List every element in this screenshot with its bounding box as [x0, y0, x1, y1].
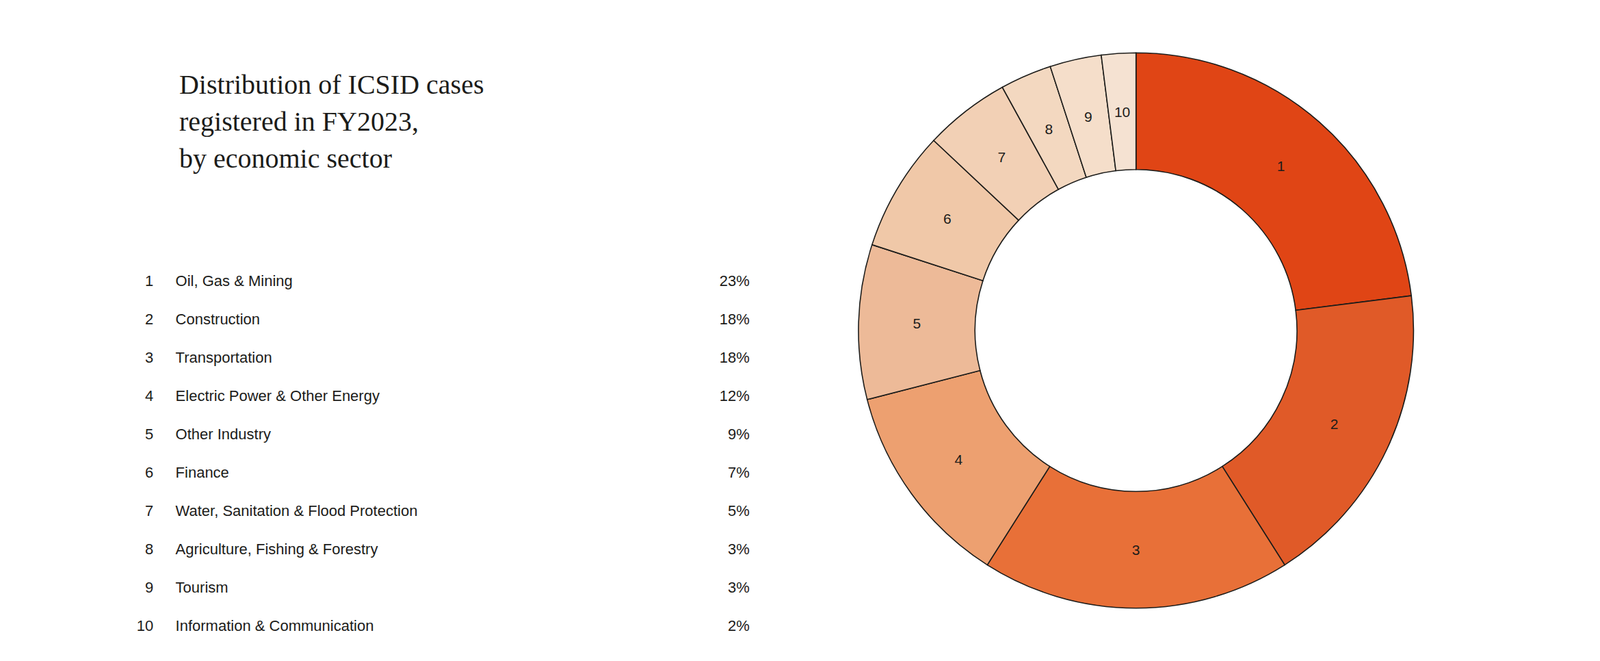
slice-label: 10 [1114, 103, 1131, 120]
legend-number: 10 [136, 617, 154, 635]
legend-value: 18% [719, 348, 750, 366]
legend-label: Water, Sanitation & Flood Protection [175, 502, 418, 520]
legend-number: 8 [145, 540, 154, 558]
legend-row: 6 Finance 7% [145, 463, 750, 481]
legend-label: Tourism [175, 578, 229, 596]
chart: Distribution of ICSID casesregistered in… [0, 0, 1600, 661]
legend-label: Electric Power & Other Energy [175, 387, 380, 405]
legend-number: 6 [145, 463, 154, 481]
slice-label: 8 [1045, 121, 1054, 137]
legend-number: 1 [145, 272, 154, 290]
legend-label: Oil, Gas & Mining [175, 272, 293, 290]
slice-label: 2 [1330, 415, 1339, 432]
legend-row: 2 Construction 18% [145, 310, 750, 328]
legend-row: 8 Agriculture, Fishing & Forestry 3% [145, 540, 750, 558]
legend-number: 4 [145, 387, 154, 405]
slice-labels: 1 2 3 4 5 6 7 8 9 10 [912, 103, 1339, 558]
legend-label: Other Industry [175, 425, 271, 443]
legend-value: 12% [719, 387, 750, 405]
legend-value: 18% [719, 310, 750, 328]
legend-value: 3% [727, 578, 750, 596]
legend-row: 10 Information & Communication 2% [136, 617, 750, 635]
legend-row: 9 Tourism 3% [145, 578, 750, 596]
slice [1101, 52, 1137, 171]
legend-row: 5 Other Industry 9% [145, 425, 750, 443]
legend-label: Finance [175, 463, 230, 481]
slice-label: 7 [997, 149, 1006, 165]
slice-label: 3 [1132, 541, 1141, 558]
donut: 1 2 3 4 5 6 7 8 9 10 [858, 52, 1414, 608]
slice-label: 5 [912, 315, 921, 332]
legend-value: 3% [727, 540, 750, 558]
slice-label: 9 [1084, 108, 1093, 125]
legend-value: 7% [727, 463, 750, 481]
legend-label: Construction [175, 310, 261, 328]
legend-label: Information & Communication [175, 617, 375, 635]
legend-number: 9 [145, 578, 154, 596]
legend-number: 5 [145, 425, 154, 443]
slice-label: 1 [1277, 158, 1286, 174]
legend-label: Transportation [175, 348, 273, 366]
legend-number: 3 [145, 348, 154, 366]
slice-label: 4 [954, 451, 964, 468]
legend-number: 7 [145, 502, 154, 520]
title: Distribution of ICSID casesregistered in… [179, 69, 485, 174]
slices [858, 52, 1414, 608]
legend-value: 5% [727, 502, 750, 520]
legend-value: 9% [727, 425, 750, 443]
legend-row: 3 Transportation 18% [145, 348, 750, 366]
legend-row: 1 Oil, Gas & Mining 23% [145, 272, 750, 290]
legend-label: Agriculture, Fishing & Forestry [175, 540, 379, 558]
legend-number: 2 [145, 310, 154, 328]
legend-value: 2% [727, 617, 750, 635]
legend-row: 4 Electric Power & Other Energy 12% [145, 387, 750, 405]
slice-label: 6 [943, 210, 952, 227]
slice [867, 370, 1051, 566]
slice [1136, 52, 1412, 310]
legend-row: 7 Water, Sanitation & Flood Protection 5% [145, 502, 750, 520]
legend-value: 23% [719, 272, 750, 290]
legend: 1 Oil, Gas & Mining 23% 2 Construction 18% 3 Tr… [136, 272, 750, 635]
